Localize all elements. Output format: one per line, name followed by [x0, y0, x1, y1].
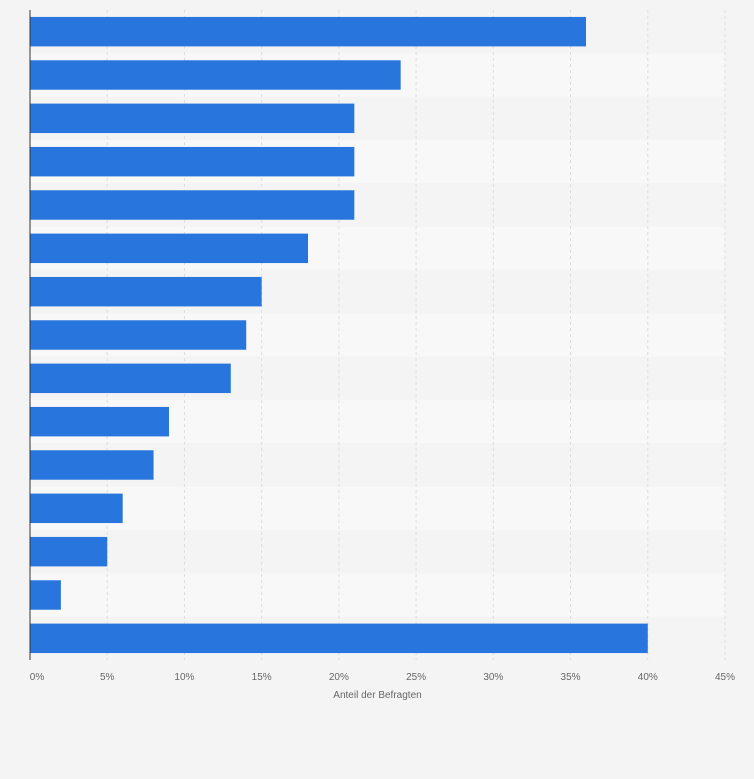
- bar[interactable]: [30, 623, 648, 654]
- x-tick-label: 10%: [174, 672, 194, 683]
- bar[interactable]: [30, 406, 169, 437]
- x-tick-label: 15%: [252, 672, 272, 683]
- x-tick-labels: 0% 5% 10% 15% 20% 25% 30% 35% 40% 45%: [30, 672, 735, 683]
- row-band: [30, 573, 725, 617]
- x-tick-label: 5%: [100, 672, 115, 683]
- x-tick-label: 45%: [715, 672, 735, 683]
- x-axis-title: Anteil der Befragten: [333, 690, 421, 701]
- x-tick-label: 35%: [561, 672, 581, 683]
- bar[interactable]: [30, 190, 355, 220]
- bar[interactable]: [30, 103, 355, 134]
- x-tick-label: 40%: [638, 672, 658, 683]
- bar[interactable]: [30, 146, 355, 177]
- x-tick-label: 25%: [406, 672, 426, 683]
- bar[interactable]: [30, 16, 586, 47]
- x-tick-label: 20%: [329, 672, 349, 683]
- x-tick-label: 30%: [483, 672, 503, 683]
- bar[interactable]: [30, 580, 61, 610]
- row-band: [30, 530, 725, 574]
- bars: [30, 16, 648, 654]
- bar[interactable]: [30, 276, 262, 307]
- bar[interactable]: [30, 493, 123, 524]
- bar[interactable]: [30, 363, 231, 394]
- bar[interactable]: [30, 60, 401, 90]
- row-band: [30, 486, 725, 530]
- x-tick-label: 0%: [30, 672, 45, 683]
- bar[interactable]: [30, 450, 154, 480]
- bar[interactable]: [30, 233, 308, 264]
- bar[interactable]: [30, 320, 247, 350]
- bar[interactable]: [30, 536, 108, 567]
